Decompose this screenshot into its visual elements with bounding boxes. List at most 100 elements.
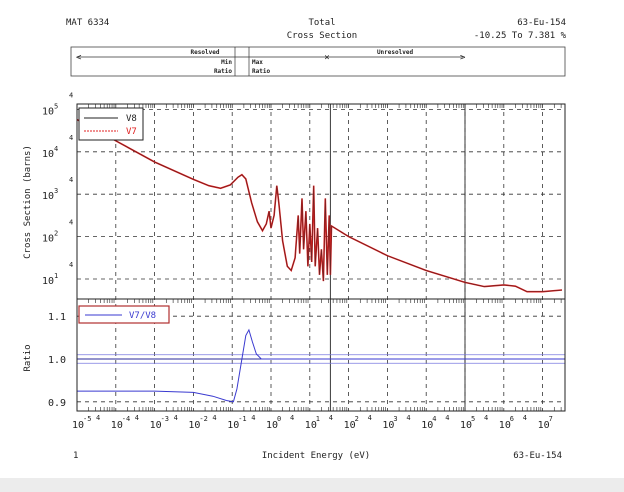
plot-title-line1: Total — [308, 18, 335, 28]
x-tick-label: 105 — [460, 415, 475, 431]
unresolved-label: Unresolved — [377, 49, 414, 56]
x-tick-exponent: 1 — [316, 415, 320, 423]
legend-v8: V8 — [126, 114, 137, 124]
y-tick-base: 10 — [42, 234, 54, 245]
legend-cross-section: V8 V7 — [78, 107, 144, 141]
x-minor-tick-label: 4 — [135, 414, 139, 422]
x-tick-label: 10-5 — [72, 415, 91, 431]
y-minor-tick-label: 4 — [69, 261, 73, 269]
x-tick-base: 10 — [499, 420, 511, 431]
x-tick-exponent: 7 — [549, 415, 553, 423]
x-tick-base: 10 — [305, 420, 317, 431]
footer-material: 63-Eu-154 — [513, 451, 562, 461]
x-tick-label: 106 — [499, 415, 514, 431]
x-tick-base: 10 — [421, 420, 433, 431]
x-minor-tick-label: 4 — [406, 414, 410, 422]
energy-range-box — [70, 46, 566, 77]
x-tick-base: 10 — [150, 420, 162, 431]
window-bottom-bar — [0, 478, 624, 492]
legend-ratio: V7/V8 — [78, 305, 170, 324]
max-ratio-label: Ratio — [252, 68, 270, 75]
x-tick-exponent: -3 — [161, 415, 169, 423]
x-tick-label: 103 — [382, 415, 397, 431]
x-tick-exponent: -1 — [238, 415, 246, 423]
left-arrowhead-icon: < — [76, 53, 82, 63]
y-tick-exponent: 4 — [54, 145, 58, 153]
x-tick-base: 10 — [72, 420, 84, 431]
x-tick-exponent: 4 — [432, 415, 436, 423]
curves — [76, 118, 565, 403]
x-tick-base: 10 — [344, 420, 356, 431]
x-minor-tick-label: 4 — [484, 414, 488, 422]
x-tick-exponent: -4 — [122, 415, 130, 423]
x-tick-base: 10 — [266, 420, 278, 431]
y-tick-exponent: 3 — [54, 187, 58, 195]
x-minor-tick-label: 4 — [368, 414, 372, 422]
material-label: 63-Eu-154 — [517, 18, 566, 28]
v8-curve — [76, 119, 563, 293]
x-tick-label: 100 — [266, 415, 281, 431]
x-tick-exponent: 5 — [471, 415, 475, 423]
plot-title-line2: Cross Section — [287, 31, 357, 41]
ratio-tick-label: 1.1 — [48, 312, 66, 323]
right-arrowhead-icon: > — [460, 53, 466, 63]
x-tick-base: 10 — [382, 420, 394, 431]
x-tick-label: 104 — [421, 415, 436, 431]
x-tick-exponent: -2 — [199, 415, 207, 423]
ratio-tick-label: 1.0 — [48, 355, 66, 366]
x-tick-label: 101 — [305, 415, 320, 431]
y-minor-tick-label: 4 — [69, 91, 73, 99]
plot-frame — [76, 103, 566, 412]
x-axis-label: Incident Energy (eV) — [262, 451, 370, 461]
x-tick-base: 10 — [460, 420, 472, 431]
y-tick-base: 10 — [42, 106, 54, 117]
resolved-label: Resolved — [191, 49, 220, 56]
page-number: 1 — [73, 451, 78, 461]
x-minor-tick-label: 4 — [96, 414, 100, 422]
min-ratio-label: Ratio — [214, 68, 232, 75]
x-minor-tick-label: 4 — [212, 414, 216, 422]
x-tick-exponent: 3 — [393, 415, 397, 423]
x-tick-label: 107 — [538, 415, 553, 431]
x-tick-label: 10-2 — [188, 415, 207, 431]
x-tick-base: 10 — [111, 420, 123, 431]
x-tick-label: 10-1 — [227, 415, 246, 431]
y-minor-tick-label: 4 — [69, 219, 73, 227]
ratio-tick-label: 0.9 — [48, 398, 66, 409]
max-ratio-label: Max — [252, 59, 263, 66]
x-tick-exponent: 0 — [277, 415, 281, 423]
y-tick-exponent: 1 — [54, 272, 58, 280]
cross-section-plot: MAT 6334 Total Cross Section 63-Eu-154 -… — [23, 18, 567, 461]
x-tick-exponent: 2 — [355, 415, 359, 423]
x-tick-base: 10 — [188, 420, 200, 431]
ratio-curve — [77, 328, 564, 403]
v7-curve — [76, 118, 563, 293]
boundary-marker-icon: × — [324, 53, 329, 63]
x-tick-label: 10-3 — [150, 415, 169, 431]
y-tick-base: 10 — [42, 191, 54, 202]
x-tick-base: 10 — [538, 420, 550, 431]
y-axis-label: Cross Section (barns) — [23, 145, 33, 259]
ratio-axis-label: Ratio — [23, 344, 33, 371]
x-tick-exponent: -5 — [83, 415, 91, 423]
y-tick-exponent: 2 — [54, 230, 58, 238]
ratio-range: -10.25 To 7.381 % — [474, 31, 567, 41]
mat-number: MAT 6334 — [66, 18, 109, 28]
x-minor-tick-label: 4 — [174, 414, 178, 422]
x-minor-tick-label: 4 — [251, 414, 255, 422]
x-tick-base: 10 — [227, 420, 239, 431]
x-tick-exponent: 6 — [510, 415, 514, 423]
x-minor-tick-label: 4 — [290, 414, 294, 422]
x-tick-label: 102 — [344, 415, 359, 431]
x-minor-tick-label: 4 — [523, 414, 527, 422]
y-minor-tick-label: 4 — [69, 176, 73, 184]
y-tick-base: 10 — [42, 276, 54, 287]
y-tick-exponent: 5 — [54, 102, 58, 110]
x-tick-label: 10-4 — [111, 415, 130, 431]
y-tick-base: 10 — [42, 149, 54, 160]
min-ratio-label: Min — [221, 59, 232, 66]
x-minor-tick-label: 4 — [329, 414, 333, 422]
legend-ratio-label: V7/V8 — [129, 311, 156, 321]
legend-v7: V7 — [126, 127, 137, 137]
